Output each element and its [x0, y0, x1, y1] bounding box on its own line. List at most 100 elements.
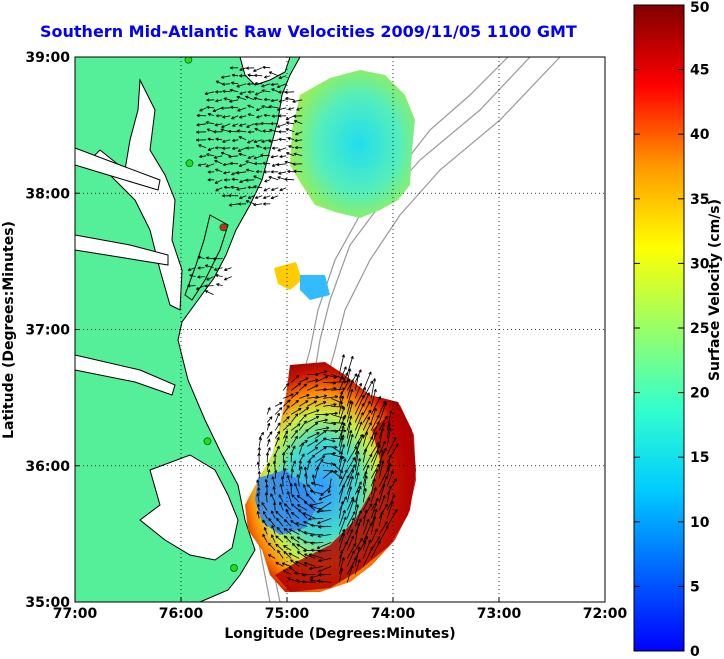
velocity-vector	[256, 479, 260, 487]
velocity-vector	[215, 80, 223, 85]
velocity-vector	[307, 384, 319, 391]
velocity-vector	[370, 502, 378, 519]
velocity-vector	[346, 564, 354, 583]
velocity-vector	[346, 542, 357, 559]
velocity-vector	[261, 105, 271, 109]
velocity-vector	[281, 562, 292, 567]
velocity-vector	[309, 489, 324, 495]
velocity-vector	[290, 520, 300, 527]
velocity-vector	[256, 493, 260, 503]
velocity-vector	[338, 557, 345, 575]
velocity-vector	[275, 543, 284, 551]
velocity-vector	[256, 461, 260, 471]
radar-site-marker	[184, 57, 193, 64]
velocity-vector	[354, 402, 365, 423]
velocity-vector	[236, 83, 247, 88]
velocity-vector	[338, 444, 345, 463]
velocity-vector	[204, 284, 214, 288]
velocity-vector	[362, 409, 372, 423]
velocity-vector	[370, 421, 380, 439]
velocity-vector	[263, 527, 268, 535]
velocity-vector	[323, 395, 339, 399]
velocity-vector	[306, 446, 319, 455]
colorbar-label: Surface Velocity (cm/s)	[707, 199, 723, 381]
velocity-vector	[290, 536, 300, 543]
velocity-vector	[273, 502, 277, 511]
velocity-vector	[293, 120, 303, 125]
velocity-vector	[274, 430, 281, 439]
velocity-vector	[266, 431, 273, 439]
velocity-vector	[318, 558, 332, 563]
colorbar-tick-label: 50	[690, 0, 710, 16]
x-tick-label: 73:00	[477, 606, 522, 622]
velocity-vector	[204, 91, 215, 96]
colorbar-tick-label: 0	[690, 644, 700, 659]
velocity-vector	[298, 383, 308, 391]
velocity-vector	[273, 453, 277, 463]
velocity-vector	[305, 493, 316, 503]
velocity-vector	[236, 171, 247, 175]
velocity-vector	[378, 521, 388, 535]
velocity-vector	[278, 171, 287, 175]
velocity-vector	[268, 105, 279, 109]
velocity-vector	[274, 407, 283, 415]
velocity-vector	[362, 431, 369, 447]
velocity-vector	[338, 541, 348, 559]
velocity-vector	[290, 429, 298, 439]
velocity-vector	[378, 447, 387, 463]
velocity-vector	[362, 475, 368, 495]
velocity-vector	[261, 89, 271, 93]
velocity-vector	[317, 549, 332, 553]
velocity-vector	[272, 486, 276, 495]
grid-lines	[75, 57, 605, 602]
velocity-vector	[267, 542, 276, 551]
velocity-vector	[323, 387, 337, 391]
velocity-vector	[298, 407, 310, 415]
velocity-vector	[223, 185, 231, 190]
velocity-vector	[306, 454, 316, 463]
velocity-vector	[253, 96, 263, 101]
velocity-vector	[220, 75, 231, 79]
velocity-vector	[257, 487, 261, 495]
velocity-vector	[304, 553, 316, 559]
velocity-vector	[207, 170, 215, 174]
velocity-vector	[370, 408, 377, 423]
velocity-vector	[245, 200, 255, 205]
velocity-vector	[306, 439, 319, 447]
velocity-vector	[275, 535, 284, 543]
velocity-vector	[308, 517, 324, 521]
velocity-vector	[228, 154, 239, 159]
velocity-vector	[231, 138, 239, 143]
velocity-vector	[207, 113, 215, 117]
velocity-vector	[280, 476, 285, 487]
velocity-vector	[275, 561, 284, 567]
velocity-vector	[222, 146, 231, 150]
velocity-vector	[207, 178, 215, 182]
velocity-vector	[215, 99, 223, 103]
velocity-vector	[354, 559, 361, 575]
velocity-vector	[362, 416, 370, 431]
velocity-vector	[370, 515, 377, 535]
velocity-vector	[276, 107, 287, 112]
velocity-vector	[314, 437, 327, 447]
velocity-vector	[370, 431, 378, 447]
velocity-vector	[270, 122, 279, 126]
velocity-vector	[338, 354, 345, 375]
velocity-vector	[254, 81, 263, 86]
velocity-vector	[214, 179, 223, 184]
velocity-vector	[346, 511, 356, 527]
velocity-vector	[258, 431, 265, 439]
velocity-vector	[278, 130, 287, 134]
velocity-vector	[338, 366, 347, 383]
velocity-vector	[298, 508, 308, 519]
velocity-vector	[346, 456, 356, 471]
velocity-vector	[254, 127, 263, 133]
velocity-vector	[253, 162, 263, 166]
velocity-vector	[362, 448, 368, 463]
albemarle-pamlico-sound	[139, 454, 239, 561]
velocity-vector	[295, 560, 308, 567]
velocity-vector	[221, 82, 231, 86]
velocity-vector	[302, 573, 316, 577]
velocity-vector	[230, 105, 239, 110]
